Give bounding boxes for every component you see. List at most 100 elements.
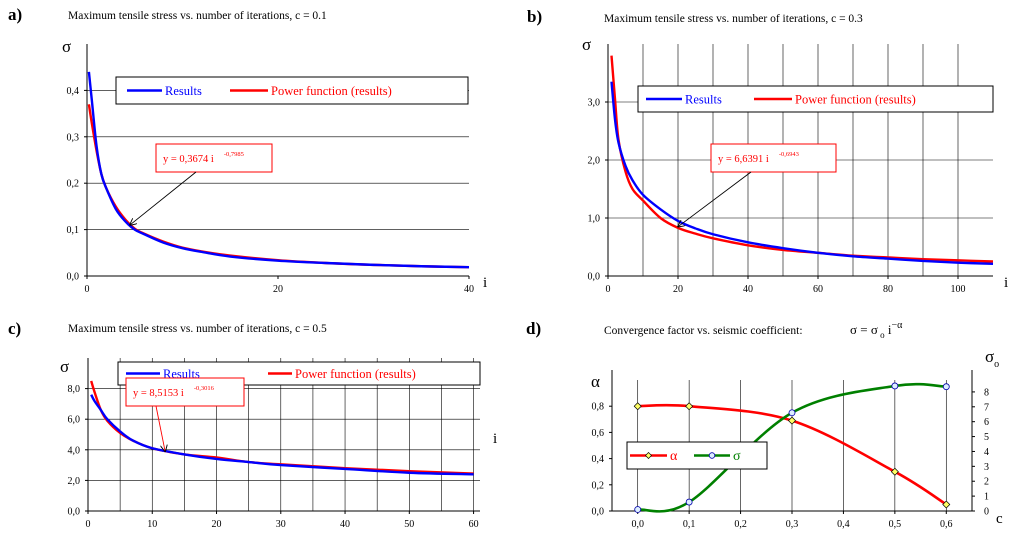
y-axis-label-right-sub: o: [994, 359, 999, 370]
series-line-second: [87, 104, 470, 269]
chart-panel-a: a) Maximum tensile stress vs. number of i…: [8, 5, 487, 295]
x-tick-label: 60: [469, 519, 479, 530]
y-tick-label: 0,0: [68, 507, 81, 518]
x-tick-label: 0: [85, 284, 90, 295]
x-tick-label: 20: [673, 284, 683, 295]
equation-arrow: [155, 405, 165, 451]
data-point-alpha: [685, 402, 694, 411]
x-tick-label: 0,4: [837, 519, 850, 530]
data-point-sigma: [891, 382, 899, 390]
x-tick-label: 20: [212, 519, 222, 530]
y-tick-label: 1,0: [588, 214, 601, 225]
y-tick-label-right: 6: [984, 417, 989, 428]
y-tick-label: 0,4: [592, 454, 605, 465]
y-tick-label-right: 8: [984, 387, 989, 398]
y-tick-label: 0,2: [67, 179, 80, 190]
chart-panel-c: c) Maximum tensile stress vs. number of i…: [8, 319, 497, 530]
equation-arrow: [678, 171, 752, 227]
legend-marker: [645, 452, 652, 459]
equation-label: y = 6,6391 i -0,6943: [718, 151, 799, 165]
x-tick-label: 100: [951, 284, 966, 295]
x-tick-label: 80: [883, 284, 893, 295]
chart-title: Convergence factor vs. seismic coefficie…: [604, 325, 803, 337]
series-line-first: [610, 81, 994, 266]
x-tick-label: 60: [813, 284, 823, 295]
x-tick-label: 0,6: [940, 519, 953, 530]
y-axis-label-right: σo: [985, 347, 999, 370]
equation-exponent: -0,7985: [224, 151, 244, 158]
y-tick-label: 0,0: [67, 272, 80, 283]
formula-sub: o: [878, 330, 885, 340]
y-tick-label: 4,0: [68, 445, 81, 456]
data-point-alpha: [890, 467, 899, 476]
y-axis-label: σ: [62, 37, 71, 56]
y-axis-label: σ: [582, 35, 591, 54]
y-tick-label: 0,0: [592, 507, 605, 518]
y-tick-label-right: 2: [984, 477, 989, 488]
legend: [637, 85, 994, 113]
y-tick-label: 0,6: [592, 428, 605, 439]
equation-label: y = 0,3674 i -0,7985: [163, 151, 244, 165]
equation-main: y = 6,6391 i: [718, 154, 769, 165]
equation-arrow: [130, 171, 197, 225]
data-point-alpha: [942, 500, 951, 509]
x-axis-label: i: [1004, 275, 1008, 291]
y-tick-label: 0,3: [67, 132, 80, 143]
x-tick-label: 30: [276, 519, 286, 530]
equation-exponent: -0,3016: [194, 385, 215, 392]
y-tick-label: 0,8: [592, 402, 605, 413]
y-tick-label: 0,2: [592, 480, 605, 491]
y-tick-label: 8,0: [68, 384, 81, 395]
legend-entry: Power function (results): [795, 93, 916, 107]
panel-label: c): [8, 319, 21, 338]
legend-entry: Power function (results): [271, 84, 392, 98]
x-tick-label: 50: [404, 519, 414, 530]
equation-label: y = 8,5153 i -0,3016: [133, 385, 215, 399]
y-tick-label-right: 3: [984, 462, 989, 473]
chart-title: Maximum tensile stress vs. number of ite…: [604, 13, 863, 25]
chart-panel-b: b) Maximum tensile stress vs. number of i…: [527, 7, 1008, 295]
chart-title: Maximum tensile stress vs. number of ite…: [68, 10, 327, 22]
series-line-second: [610, 55, 994, 263]
formula-lhs: σ = σ: [850, 322, 878, 337]
x-tick-label: 0: [606, 284, 611, 295]
y-axis-label-right-main: σ: [985, 347, 994, 366]
y-tick-label-right: 0: [984, 507, 989, 518]
data-point-sigma: [942, 383, 950, 391]
equation-main: y = 8,5153 i: [133, 388, 184, 399]
equation-box: [125, 377, 245, 407]
formula-rhs: i: [885, 322, 892, 337]
y-tick-label: 0,4: [67, 86, 80, 97]
equation-exponent: -0,6943: [779, 151, 799, 158]
equation-main: y = 0,3674 i: [163, 154, 214, 165]
data-point-alpha: [788, 416, 796, 425]
x-tick-label: 20: [273, 284, 283, 295]
equation-box: [155, 143, 273, 173]
y-axis-label: σ: [60, 357, 69, 376]
y-tick-label-right: 7: [984, 402, 989, 413]
x-axis-label: i: [483, 275, 487, 291]
x-tick-label: 0,3: [786, 519, 799, 530]
series-line-first: [87, 71, 470, 269]
x-tick-label: 0,1: [683, 519, 696, 530]
legend-entry: Power function (results): [295, 367, 416, 381]
panel-label: a): [8, 5, 22, 24]
x-tick-label: 0,5: [889, 519, 902, 530]
y-tick-label: 0,0: [588, 272, 601, 283]
x-tick-label: 40: [464, 284, 474, 295]
x-axis-label: i: [493, 431, 497, 447]
series-line-first: [90, 394, 474, 476]
y-tick-label: 6,0: [68, 415, 81, 426]
x-tick-label: 40: [743, 284, 753, 295]
x-tick-label: 0: [86, 519, 91, 530]
panel-label: d): [526, 319, 541, 338]
formula-exp: −α: [891, 320, 903, 331]
data-point-sigma: [685, 498, 693, 506]
x-tick-label: 0,0: [631, 519, 644, 530]
chart-formula: σ = σ o i−α: [850, 320, 903, 340]
x-tick-label: 10: [147, 519, 157, 530]
y-tick-label-right: 1: [984, 492, 989, 503]
x-axis-label: c: [996, 511, 1003, 527]
y-tick-label: 2,0: [68, 476, 81, 487]
legend-entry: σ: [733, 449, 741, 464]
